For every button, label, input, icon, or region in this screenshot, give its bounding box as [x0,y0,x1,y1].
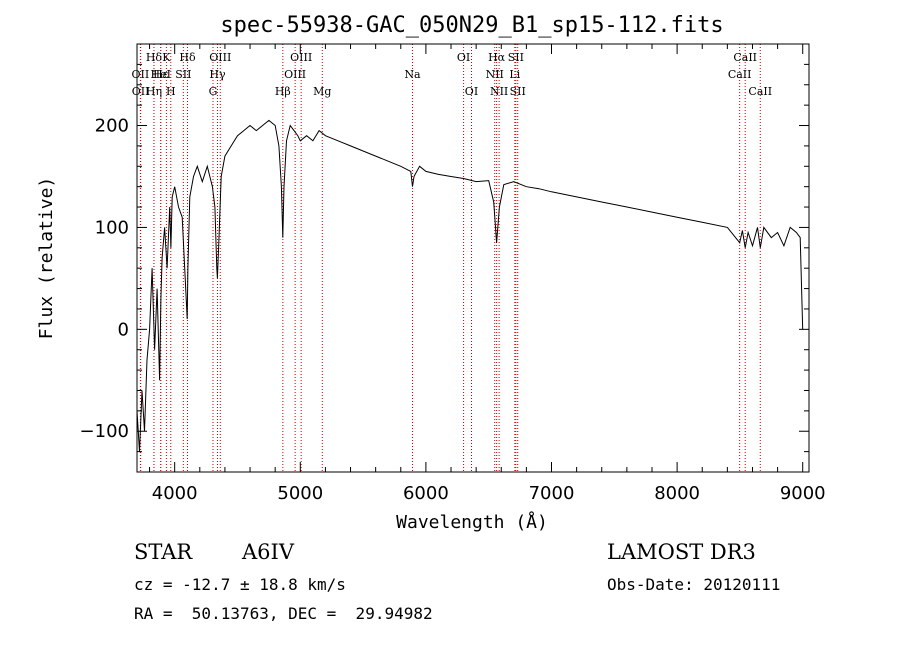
line-label: CaII [728,68,752,81]
line-label: Hη [146,85,162,98]
line-label: Na [404,68,421,81]
plot-frame [136,43,810,473]
y-tick-label: 100 [95,217,129,238]
y-tick-label: 200 [95,116,129,137]
coords-text: RA = 50.13763, DEC = 29.94982 [134,604,433,623]
line-label: HeI [151,68,171,81]
line-label: Hδ [179,51,196,64]
line-markers [139,44,761,472]
line-label: Mg [313,85,331,98]
line-label: CaII [748,85,772,98]
line-label: OIII [290,51,312,64]
line-label: H [166,85,176,98]
y-tick-label: 0 [118,319,129,340]
line-label: OIII [284,68,306,81]
line-label: K [162,51,171,64]
obs-date-text: Obs-Date: 20120111 [607,575,781,594]
line-label: SII [175,68,191,81]
x-tick-label: 5000 [277,483,323,504]
line-label: CaII [733,51,757,64]
x-axis-label: Wavelength (Å) [396,511,548,533]
line-label: Hδ [146,51,163,64]
line-label: OIII [209,51,231,64]
y-axis-ticks: −100 0 100 200 [80,63,809,453]
y-tick-label: −100 [80,421,129,442]
line-label: OI [465,85,478,98]
line-label: Hε [153,68,169,81]
line-label: NII [490,85,508,98]
line-label: SII [510,85,526,98]
x-tick-label: 9000 [780,483,826,504]
line-label: OII [132,68,150,81]
line-label: Li [509,68,520,81]
line-label: G [209,85,218,98]
line-label: OI [457,51,470,64]
line-label: Hβ [275,85,291,98]
line-label: Hγ [209,68,226,81]
chart-title: spec-55938-GAC_050N29_B1_sp15-112.fits [220,13,723,38]
y-axis-label: Flux (relative) [36,177,57,340]
x-tick-label: 6000 [403,483,449,504]
redshift-text: cz = -12.7 ± 18.8 km/s [134,575,346,594]
x-tick-label: 8000 [654,483,700,504]
survey-label: LAMOST DR3 [607,540,756,564]
spectrum-line [136,119,804,452]
line-label: Hα [488,51,506,64]
subclass-label: A6IV [242,540,294,564]
line-label: OII [132,85,150,98]
x-axis-ticks: 4000 5000 6000 7000 8000 9000 [149,44,826,504]
line-label: NII [486,68,504,81]
x-tick-label: 4000 [152,483,198,504]
line-label: SII [508,51,524,64]
x-tick-label: 7000 [529,483,575,504]
class-label: STAR [134,540,193,564]
